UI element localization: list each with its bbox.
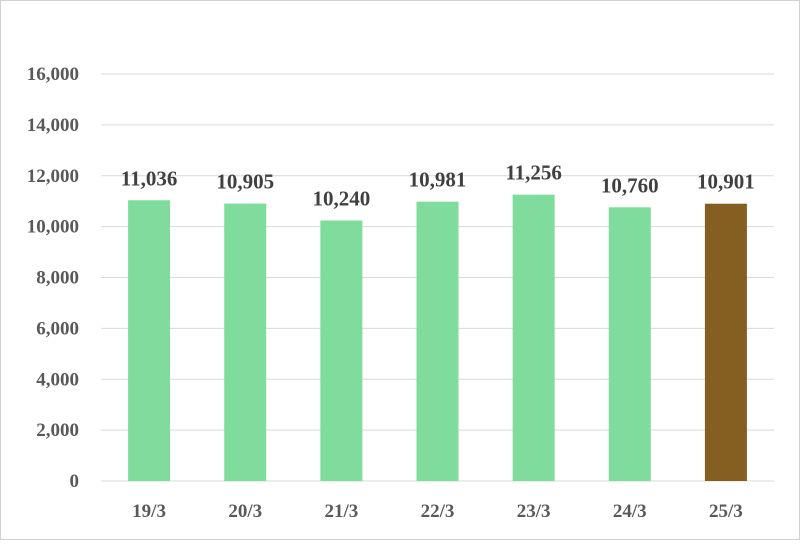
data-label: 10,901	[697, 170, 755, 194]
y-tick-label: 0	[70, 471, 80, 492]
data-labels: 11,036 10,905 10,240 10,981 11,256 10,760 10,9…	[121, 161, 755, 211]
y-axis-ticks: 0 2,000 4,000 6,000 8,000 10,000 12,000 14,000 1…	[27, 64, 79, 492]
data-label: 10,760	[601, 173, 659, 197]
y-tick-label: 8,000	[36, 268, 79, 289]
bar	[224, 203, 267, 481]
data-label: 11,036	[121, 166, 178, 190]
data-label: 10,240	[312, 187, 370, 211]
x-axis-categories: 19/3 20/3 21/3 22/3 23/3 24/3 25/3	[132, 501, 743, 522]
x-category-label: 25/3	[709, 501, 743, 522]
y-tick-label: 2,000	[36, 420, 79, 441]
bar	[128, 200, 171, 482]
data-label: 10,905	[216, 170, 274, 194]
bar	[320, 220, 363, 481]
y-tick-label: 12,000	[27, 166, 79, 187]
x-category-label: 20/3	[228, 501, 262, 522]
y-tick-label: 16,000	[27, 64, 79, 85]
x-category-label: 19/3	[132, 501, 166, 522]
y-tick-label: 6,000	[36, 318, 79, 339]
bar	[704, 203, 747, 481]
y-tick-label: 14,000	[27, 115, 79, 136]
bar	[416, 201, 459, 481]
bar	[608, 207, 651, 482]
x-category-label: 24/3	[613, 501, 647, 522]
x-category-label: 22/3	[421, 501, 455, 522]
data-label: 11,256	[505, 161, 562, 185]
data-label: 10,981	[409, 168, 467, 192]
bar	[512, 194, 555, 481]
y-tick-label: 10,000	[27, 217, 79, 238]
x-category-label: 21/3	[324, 501, 358, 522]
x-category-label: 23/3	[517, 501, 551, 522]
y-tick-label: 4,000	[36, 369, 79, 390]
bars	[128, 194, 747, 482]
